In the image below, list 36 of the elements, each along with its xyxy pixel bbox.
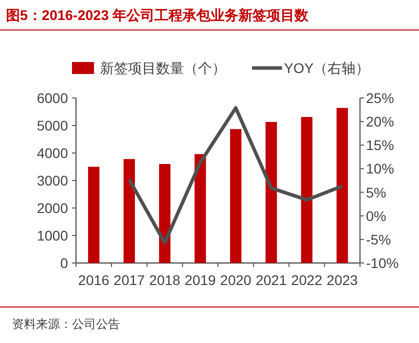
- text: 资料来源：公司公告: [12, 317, 120, 331]
- bar: [336, 108, 348, 263]
- chart-title: 图5：2016-2023 年公司工程承包业务新签项目数: [6, 7, 310, 23]
- bar: [301, 116, 312, 263]
- y2-tick-label: 25%: [366, 90, 394, 106]
- y2-tick-label: 0%: [366, 208, 386, 224]
- y-tick-label: 3000: [36, 172, 68, 188]
- y-tick-label: 0: [60, 255, 68, 271]
- x-tick-label: 2019: [184, 272, 216, 288]
- x-tick-label: 2018: [149, 272, 181, 288]
- y-tick-label: 4000: [36, 145, 68, 161]
- x-tick-label: 2017: [114, 272, 146, 288]
- x-tick-label: 2022: [291, 272, 323, 288]
- x-tick-label: 2020: [220, 272, 252, 288]
- x-tick-label: 2021: [256, 272, 288, 288]
- bar: [124, 159, 135, 263]
- y2-tick-label: 5%: [366, 184, 386, 200]
- x-tick-label: 2023: [326, 272, 358, 288]
- x-tick-label: 2016: [78, 272, 110, 288]
- y2-tick-label: -10%: [366, 255, 399, 271]
- bar: [88, 166, 100, 263]
- bar: [159, 164, 170, 263]
- line-series: [128, 106, 344, 244]
- y2-tick-label: -5%: [366, 231, 391, 248]
- legend-label: 新签项目数量（个）: [100, 60, 226, 76]
- bar: [194, 154, 206, 263]
- y2-tick-label: 15%: [366, 137, 394, 154]
- bar: [230, 129, 242, 263]
- y-tick-label: 1000: [36, 228, 68, 244]
- y2-tick-label: 20%: [366, 114, 394, 130]
- legend-label: YOY（右轴）: [284, 60, 370, 76]
- y-tick-label: 6000: [36, 90, 68, 106]
- bar: [266, 122, 277, 263]
- y2-tick-label: 10%: [366, 160, 394, 177]
- y-tick-label: 2000: [36, 200, 68, 216]
- y-tick-label: 5000: [36, 118, 68, 134]
